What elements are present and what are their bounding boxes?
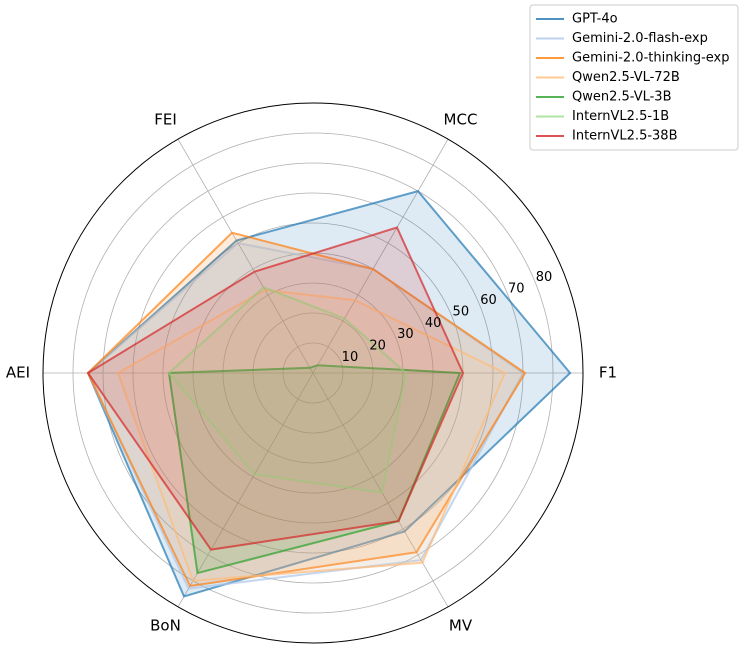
- axis-spoke: [312, 372, 449, 608]
- legend-frame: [529, 4, 739, 151]
- radial-tick-label: 40: [425, 316, 442, 331]
- category-label: MCC: [444, 111, 478, 129]
- legend-label: InternVL2.5-1B: [572, 109, 669, 124]
- legend: GPT-4o Gemini-2.0-flash-exp Gemini-2.0-thi…: [529, 4, 739, 151]
- category-label: FEI: [154, 111, 177, 129]
- radial-tick-label: 50: [453, 304, 470, 319]
- radial-tick-label: 60: [480, 293, 497, 308]
- category-label: F1: [599, 364, 617, 382]
- series-area: [167, 286, 408, 494]
- axis-spoke: [177, 138, 314, 374]
- outer-ring: [42, 102, 584, 644]
- axis-spoke: [177, 372, 314, 608]
- series-area: [86, 226, 465, 551]
- category-label: BoN: [150, 616, 181, 634]
- legend-label: Qwen2.5-VL-3B: [572, 90, 672, 105]
- legend-label: GPT-4o: [572, 12, 618, 27]
- category-label: AEI: [6, 364, 30, 382]
- category-label: MV: [449, 616, 473, 634]
- series-area: [116, 288, 507, 582]
- legend-label: Qwen2.5-VL-72B: [572, 70, 680, 85]
- axis-spoke: [312, 138, 449, 374]
- radial-tick-label: 20: [369, 339, 386, 354]
- legend-label: InternVL2.5-38B: [572, 129, 678, 144]
- radial-tick-label: 10: [342, 350, 359, 365]
- radial-tick-label: 70: [508, 281, 525, 296]
- legend-label: Gemini-2.0-flash-exp: [572, 31, 708, 46]
- radial-tick-label: 80: [536, 270, 553, 285]
- radial-tick-label: 30: [397, 327, 414, 342]
- legend-label: Gemini-2.0-thinking-exp: [572, 51, 729, 66]
